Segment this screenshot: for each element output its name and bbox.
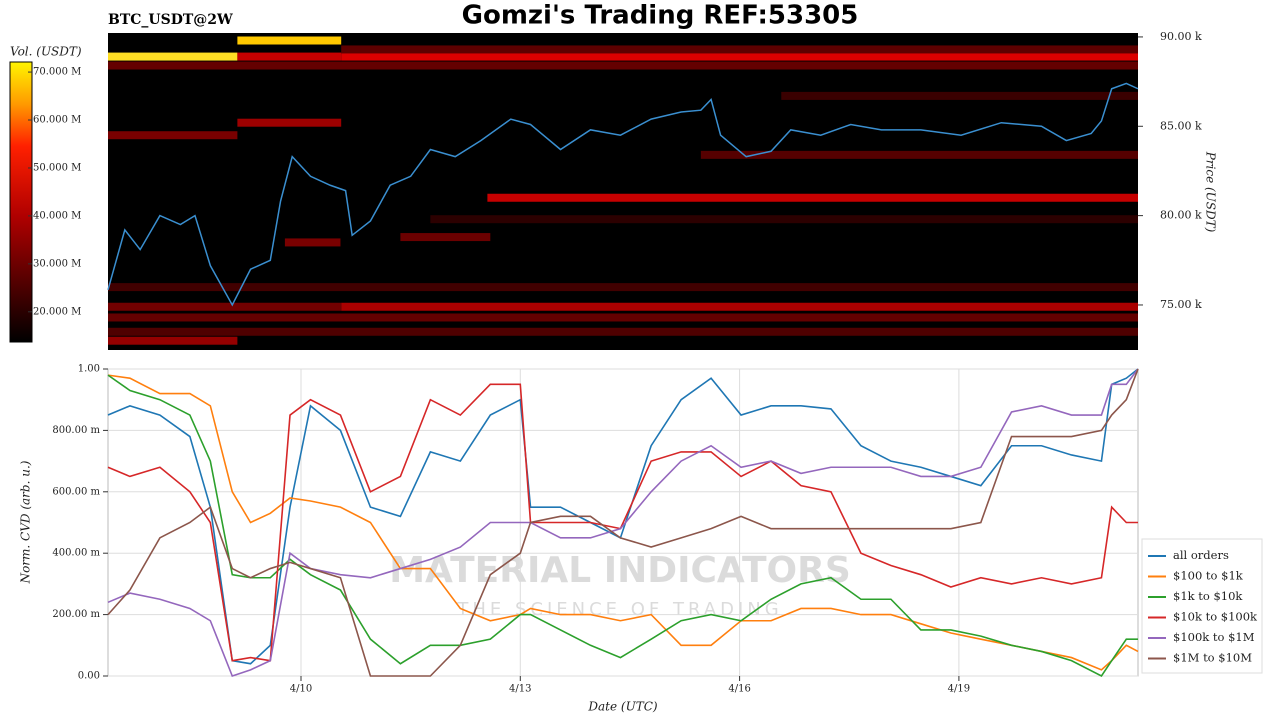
heat-band: [237, 36, 342, 45]
legend: [1141, 538, 1263, 674]
heat-band: [108, 327, 1138, 336]
chart-subtitle: BTC_USDT@2W: [108, 12, 233, 28]
heat-band: [700, 150, 1138, 159]
heat-band: [108, 52, 238, 61]
y-tick-label: 90.00 k: [1160, 30, 1202, 43]
heat-band: [341, 52, 1139, 61]
series-line: [107, 383, 1138, 662]
heat-band: [108, 131, 238, 140]
legend-label: $100 to $1k: [1173, 569, 1244, 583]
heat-band: [400, 233, 491, 242]
colorbar-tick-label: 70.000 M: [33, 67, 81, 78]
watermark: MATERIAL INDICATORS: [389, 550, 851, 591]
y-tick-label: 80.00 k: [1160, 209, 1202, 222]
colorbar-label: Vol. (USDT): [10, 45, 82, 59]
y-tick-label: 0.00: [78, 671, 100, 682]
legend-label: $100k to $1M: [1173, 630, 1255, 644]
heat-band: [781, 91, 1138, 100]
heat-band: [430, 215, 1138, 224]
x-tick-label: 4/10: [290, 684, 312, 695]
heat-band: [108, 302, 342, 311]
colorbar-tick-label: 50.000 M: [33, 162, 81, 173]
legend-label: all orders: [1173, 548, 1229, 562]
heat-band: [341, 302, 1139, 311]
series-line: [107, 368, 1139, 677]
heat-band: [108, 61, 1138, 70]
y-tick-label: 400.00 m: [52, 548, 100, 559]
legend-label: $1k to $10k: [1173, 589, 1243, 603]
price-line: [107, 82, 1139, 307]
heat-band: [108, 336, 238, 345]
series-line: [107, 374, 1139, 671]
heat-band: [341, 45, 1139, 54]
x-tick-label: 4/19: [948, 684, 970, 695]
colorbar-tick-label: 30.000 M: [33, 258, 81, 269]
y-tick-label: 75.00 k: [1160, 298, 1202, 311]
chart-title: Gomzi's Trading REF:53305: [462, 1, 859, 31]
legend-label: $10k to $100k: [1173, 610, 1258, 624]
series-line: [107, 368, 1139, 677]
heat-band: [108, 313, 1138, 322]
colorbar-tick-label: 60.000 M: [33, 115, 81, 126]
series-line: [107, 374, 1138, 678]
y-tick-label: 800.00 m: [52, 425, 100, 436]
heat-band: [487, 193, 1138, 202]
y-axis-title: Norm. CVD (arb. u.): [19, 460, 33, 584]
heat-band: [284, 238, 341, 247]
legend-label: $1M to $10M: [1173, 651, 1252, 665]
x-axis-title: Date (UTC): [587, 700, 657, 714]
heatmap-background: [108, 33, 1138, 350]
colorbar: [9, 61, 33, 343]
heat-band: [237, 52, 342, 61]
x-tick-label: 4/13: [509, 684, 531, 695]
y-tick-label: 1.00: [78, 364, 100, 375]
y-axis-title: Price (USDT): [1204, 151, 1218, 233]
y-tick-label: 85.00 k: [1160, 119, 1202, 132]
heat-band: [108, 283, 1138, 292]
colorbar-tick-label: 20.000 M: [33, 306, 81, 317]
y-tick-label: 200.00 m: [52, 609, 100, 620]
x-tick-label: 4/16: [728, 684, 750, 695]
y-tick-label: 600.00 m: [52, 486, 100, 497]
series-line: [107, 368, 1139, 665]
heat-band: [237, 118, 342, 127]
watermark-tagline: THE SCIENCE OF TRADING: [456, 599, 782, 620]
colorbar-tick-label: 40.000 M: [33, 210, 81, 221]
